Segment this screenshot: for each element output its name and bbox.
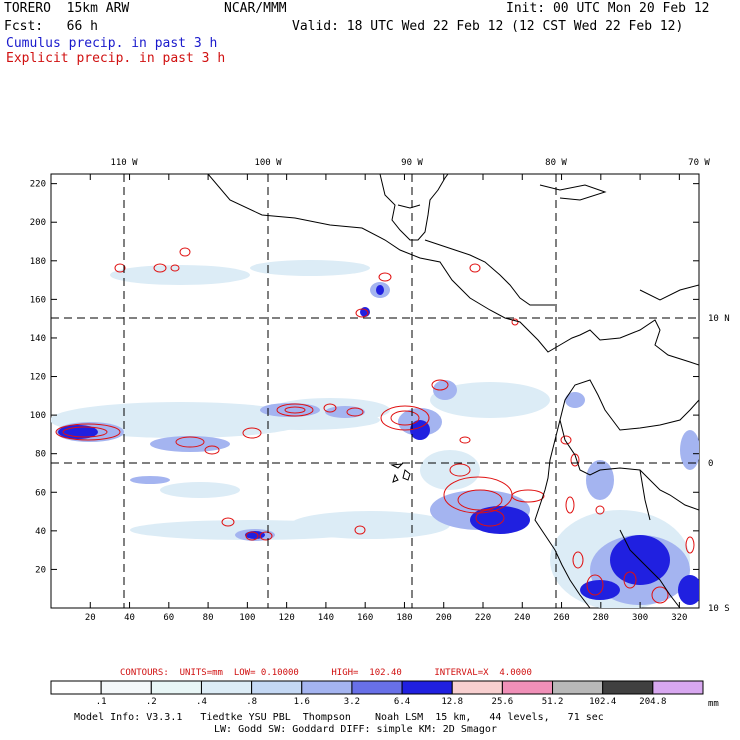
- x-tick-label: 300: [632, 613, 648, 623]
- lat-label-10n: 10 N: [708, 314, 730, 324]
- lat-label-10s: 10 S: [708, 604, 730, 614]
- colorbar-label: 12.8: [441, 697, 464, 707]
- y-tick-label: 40: [35, 527, 46, 537]
- x-tick-label: 40: [124, 613, 135, 623]
- colorbar-swatch: [100, 680, 152, 695]
- x-tick-label: 160: [357, 613, 373, 623]
- y-tick-label: 60: [35, 488, 46, 498]
- y-tick-label: 220: [30, 180, 46, 190]
- physics-info-line: LW: Godd SW: Goddard DIFF: simple KM: 2D…: [214, 724, 497, 735]
- init-time: Init: 00 UTC Mon 20 Feb 12: [506, 1, 710, 16]
- x-tick-label: 240: [514, 613, 530, 623]
- coastlines: [207, 174, 699, 608]
- colorbar-swatch: [200, 680, 253, 695]
- colorbar-label: 51.2: [541, 697, 564, 707]
- contour-low: LOW= 0.10000: [233, 668, 299, 678]
- model-info-line: Model Info: V3.3.1 Tiedtke YSU PBL Thomp…: [74, 712, 604, 723]
- lon-label-110w: 110 W: [110, 158, 138, 168]
- x-tick-label: 280: [593, 613, 609, 623]
- colorbar-label: 204.8: [639, 697, 667, 707]
- lat-lon-grid: [51, 174, 699, 608]
- forecast-hour: Fcst: 66 h: [4, 19, 98, 34]
- x-tick-label: 80: [203, 613, 214, 623]
- axis-ticks: [51, 174, 699, 608]
- colorbar-label: 1.6: [293, 697, 310, 707]
- colorbar-label: .2: [145, 697, 157, 707]
- x-tick-label: 220: [475, 613, 491, 623]
- x-tick-label: 100: [239, 613, 255, 623]
- contours-label: CONTOURS:: [120, 668, 169, 678]
- colorbar-swatch: [501, 680, 554, 695]
- y-tick-label: 20: [35, 565, 46, 575]
- y-tick-label: 100: [30, 411, 46, 421]
- lat-label-0: 0: [708, 459, 713, 469]
- x-tick-label: 140: [318, 613, 334, 623]
- colorbar-label: 25.6: [491, 697, 514, 707]
- colorbar: [50, 680, 704, 695]
- x-tick-label: 20: [85, 613, 96, 623]
- colorbar-label: 3.2: [343, 697, 361, 707]
- colorbar-label: .1: [95, 697, 107, 707]
- y-tick-label: 80: [35, 450, 46, 460]
- model-title: TORERO 15km ARW: [4, 1, 130, 16]
- colorbar-swatch: [301, 680, 353, 695]
- lon-label-100w: 100 W: [254, 158, 282, 168]
- y-tick-label: 140: [30, 334, 46, 344]
- contour-high: HIGH= 102.40: [331, 668, 402, 678]
- contour-info: CONTOURS: UNITS=mm LOW= 0.10000 HIGH= 10…: [120, 668, 532, 678]
- colorbar-label: .4: [196, 697, 207, 707]
- contour-interval: INTERVAL=X 4.0000: [434, 668, 532, 678]
- colorbar-swatch: [251, 680, 303, 695]
- colorbar-swatch: [451, 680, 503, 695]
- colorbar-swatch: [150, 680, 202, 695]
- lon-label-70w: 70 W: [688, 158, 710, 168]
- y-tick-label: 200: [30, 218, 46, 228]
- colorbar-label: 6.4: [393, 697, 411, 707]
- colorbar-swatch: [552, 680, 604, 695]
- y-tick-label: 160: [30, 295, 46, 305]
- x-tick-label: 120: [279, 613, 295, 623]
- colorbar-swatch: [602, 680, 654, 695]
- organization-label: NCAR/MMM: [224, 1, 287, 16]
- explicit-field-label: Explicit precip. in past 3 h: [6, 51, 226, 66]
- colorbar-unit: mm: [708, 699, 719, 709]
- y-tick-label: 120: [30, 373, 46, 383]
- x-tick-label: 260: [553, 613, 569, 623]
- x-tick-label: 320: [671, 613, 687, 623]
- x-tick-label: 180: [396, 613, 412, 623]
- colorbar-swatch: [50, 680, 102, 695]
- colorbar-swatch: [351, 680, 403, 695]
- contour-units: UNITS=mm: [179, 668, 223, 678]
- colorbar-swatch: [401, 680, 453, 695]
- colorbar-label: 102.4: [589, 697, 617, 707]
- lon-label-80w: 80 W: [545, 158, 567, 168]
- valid-time: Valid: 18 UTC Wed 22 Feb 12 (12 CST Wed …: [292, 19, 684, 34]
- y-tick-label: 180: [30, 257, 46, 267]
- lon-label-90w: 90 W: [401, 158, 423, 168]
- cumulus-field-label: Cumulus precip. in past 3 h: [6, 36, 218, 51]
- x-tick-label: 200: [436, 613, 452, 623]
- colorbar-label: .8: [246, 697, 258, 707]
- explicit-precip-contours: [55, 247, 695, 604]
- colorbar-swatch: [652, 680, 704, 695]
- x-tick-label: 60: [163, 613, 174, 623]
